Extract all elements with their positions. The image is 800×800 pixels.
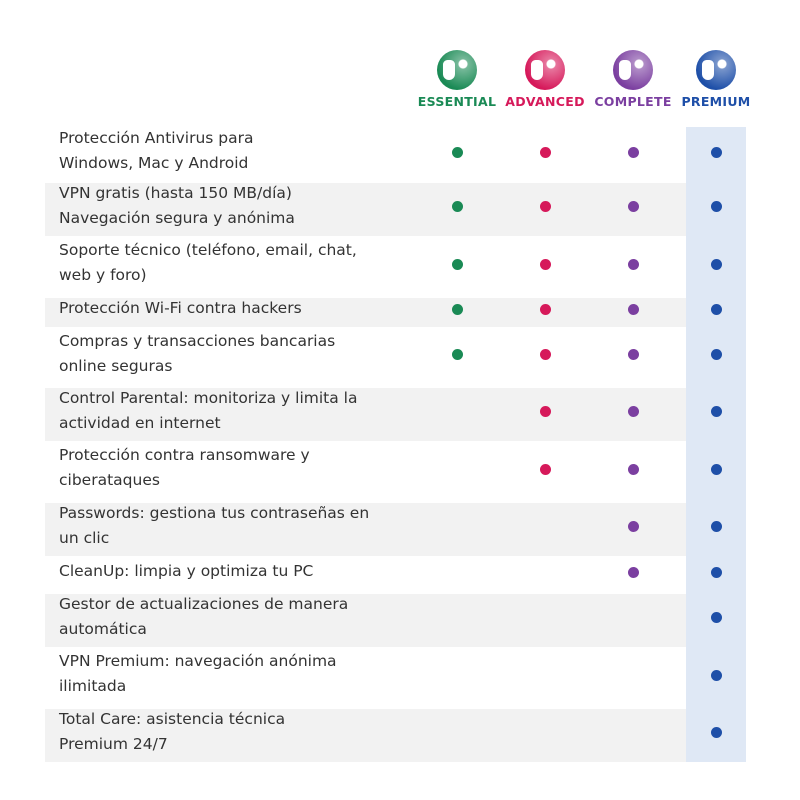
included-dot [627,566,639,578]
feature-text: Soporte técnico (teléfono, email, chat, [59,241,357,259]
feature-text: online seguras [59,356,173,375]
row-shade [45,183,686,236]
feature-text: Protección Wi-Fi contra hackers [59,299,302,317]
plan-logo-mark [619,60,631,80]
included-dot [627,258,639,270]
feature-text: web y foro) [59,266,147,284]
included-dot [710,146,722,158]
row-shade [45,298,686,327]
included-dot [451,258,463,270]
feature-text: Protección Antivirus para [59,129,254,147]
plan-logo-mark [702,60,714,80]
included-dot [539,304,551,315]
feature-text: Compras y transacciones bancarias [59,331,336,350]
included-dot [451,349,463,360]
included-dot [451,304,463,315]
feature-text: Windows, Mac y Android [59,154,249,172]
row-shade [45,503,686,556]
plan-name: PREMIUM [681,94,751,109]
plan-logo-mark [443,60,455,80]
included-dot [710,463,722,475]
feature-text: actividad en internet [59,413,221,432]
included-dot [710,727,722,738]
included-dot [710,201,722,212]
row-shade [45,594,686,647]
feature-text: automática [59,619,147,638]
feature-text: VPN gratis (hasta 150 MB/día) [59,183,292,202]
included-dot [451,146,463,158]
included-dot [627,463,639,475]
included-dot [710,406,722,417]
plan-name: ADVANCED [505,94,585,109]
included-dot [451,201,463,212]
included-dot [627,304,639,315]
included-dot [710,258,722,270]
included-dot [710,612,722,623]
included-dot [539,463,551,475]
feature-text: ciberataques [59,471,160,489]
included-dot [627,146,639,158]
feature-text: Passwords: gestiona tus contraseñas en [59,503,370,522]
included-dot [710,669,722,681]
included-dot [627,201,639,212]
included-dot [627,406,639,417]
feature-text: CleanUp: limpia y optimiza tu PC [59,561,314,580]
included-dot [710,304,722,315]
plan-name: COMPLETE [594,94,672,109]
feature-text: Navegación segura y anónima [59,208,295,227]
feature-text: ilimitada [59,677,127,695]
feature-text: VPN Premium: navegación anónima [59,652,337,670]
row-shade [45,709,686,762]
premium-highlight [686,127,746,762]
feature-text: Protección contra ransomware y [59,446,310,464]
feature-text: Control Parental: monitoriza y limita la [59,388,358,407]
feature-text: un clic [59,528,110,547]
included-dot [539,146,551,158]
included-dot [710,566,722,578]
feature-text: Gestor de actualizaciones de manera [59,594,349,613]
included-dot [710,349,722,360]
included-dot [627,521,639,532]
feature-text: Premium 24/7 [59,734,168,753]
included-dot [539,258,551,270]
plan-name: ESSENTIAL [417,94,497,109]
included-dot [539,406,551,417]
feature-text: Total Care: asistencia técnica [59,709,286,728]
plan-logo-mark [531,60,543,80]
row-shade [45,388,686,441]
included-dot [710,521,722,532]
included-dot [539,349,551,360]
included-dot [627,349,639,360]
included-dot [539,201,551,212]
